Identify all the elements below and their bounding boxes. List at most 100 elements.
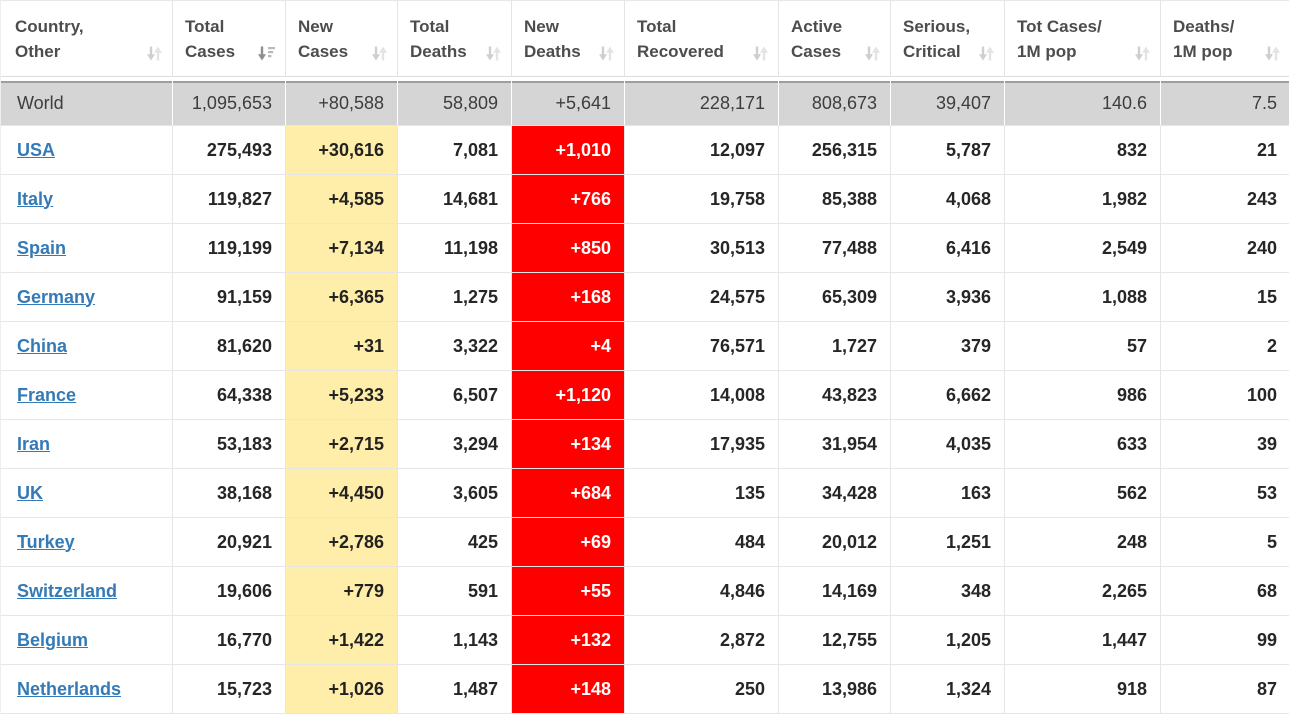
deaths-1m-cell: 99 (1160, 616, 1289, 665)
tot-cases-1m-cell: 2,549 (1004, 224, 1160, 273)
sort-both-icon (752, 45, 769, 62)
deaths-1m-cell: 100 (1160, 371, 1289, 420)
total-recovered-cell: 12,097 (624, 126, 778, 175)
column-label: Total Cases (185, 17, 236, 61)
total-cases-cell: 19,606 (172, 567, 285, 616)
country-link-usa[interactable]: USA (17, 139, 56, 160)
country-cell: Switzerland (1, 567, 172, 616)
tot-cases-1m-cell: 986 (1004, 371, 1160, 420)
total-deaths-cell: 3,605 (397, 469, 511, 518)
total-deaths-cell: 3,294 (397, 420, 511, 469)
world-deaths-1m-cell: 7.5 (1160, 77, 1289, 126)
serious-critical-cell: 1,205 (890, 616, 1004, 665)
deaths-1m-cell: 68 (1160, 567, 1289, 616)
column-header-new-cases[interactable]: New Cases (285, 1, 397, 77)
sort-both-icon (1264, 45, 1281, 62)
new-cases-cell: +30,616 (285, 126, 397, 175)
country-link-belgium[interactable]: Belgium (17, 629, 89, 650)
active-cases-cell: 85,388 (778, 175, 890, 224)
sort-both-icon (371, 45, 388, 62)
total-deaths-cell: 14,681 (397, 175, 511, 224)
deaths-1m-cell: 2 (1160, 322, 1289, 371)
country-row-germany: Germany 91,159 +6,365 1,275 +168 24,575 65,309… (1, 273, 1289, 322)
country-link-italy[interactable]: Italy (17, 188, 54, 209)
tot-cases-1m-cell: 57 (1004, 322, 1160, 371)
total-recovered-cell: 30,513 (624, 224, 778, 273)
country-row-netherlands: Netherlands 15,723 +1,026 1,487 +148 250 13,98… (1, 665, 1289, 714)
column-label: Active Cases (791, 17, 843, 61)
sort-both-icon (146, 45, 163, 62)
serious-critical-cell: 163 (890, 469, 1004, 518)
country-cell: Belgium (1, 616, 172, 665)
total-recovered-cell: 484 (624, 518, 778, 567)
new-deaths-cell: +132 (511, 616, 624, 665)
country-link-france[interactable]: France (17, 384, 77, 405)
total-cases-cell: 53,183 (172, 420, 285, 469)
new-deaths-cell: +1,010 (511, 126, 624, 175)
total-deaths-cell: 11,198 (397, 224, 511, 273)
country-link-china[interactable]: China (17, 335, 68, 356)
serious-critical-cell: 1,324 (890, 665, 1004, 714)
active-cases-cell: 20,012 (778, 518, 890, 567)
country-link-turkey[interactable]: Turkey (17, 531, 75, 552)
country-link-switzerland[interactable]: Switzerland (17, 580, 118, 601)
country-link-netherlands[interactable]: Netherlands (17, 678, 122, 699)
deaths-1m-cell: 53 (1160, 469, 1289, 518)
column-header-total-cases[interactable]: Total Cases (172, 1, 285, 77)
column-header-deaths-1m[interactable]: Deaths/1M pop (1160, 1, 1289, 77)
country-link-iran[interactable]: Iran (17, 433, 51, 454)
column-header-active-cases[interactable]: Active Cases (778, 1, 890, 77)
country-cell: Germany (1, 273, 172, 322)
serious-critical-cell: 1,251 (890, 518, 1004, 567)
column-label: Country, Other (15, 17, 84, 61)
new-deaths-cell: +55 (511, 567, 624, 616)
active-cases-cell: 77,488 (778, 224, 890, 273)
serious-critical-cell: 379 (890, 322, 1004, 371)
new-deaths-cell: +69 (511, 518, 624, 567)
total-recovered-cell: 17,935 (624, 420, 778, 469)
world-tot-cases-1m-cell: 140.6 (1004, 77, 1160, 126)
active-cases-cell: 43,823 (778, 371, 890, 420)
new-cases-cell: +4,450 (285, 469, 397, 518)
column-header-serious-critical[interactable]: Serious, Critical (890, 1, 1004, 77)
total-cases-cell: 81,620 (172, 322, 285, 371)
tot-cases-1m-cell: 2,265 (1004, 567, 1160, 616)
total-cases-cell: 15,723 (172, 665, 285, 714)
new-cases-cell: +6,365 (285, 273, 397, 322)
country-row-belgium: Belgium 16,770 +1,422 1,143 +132 2,872 12,755 1… (1, 616, 1289, 665)
active-cases-cell: 256,315 (778, 126, 890, 175)
world-serious-critical-cell: 39,407 (890, 77, 1004, 126)
serious-critical-cell: 348 (890, 567, 1004, 616)
tot-cases-1m-cell: 918 (1004, 665, 1160, 714)
total-deaths-cell: 425 (397, 518, 511, 567)
country-link-germany[interactable]: Germany (17, 286, 96, 307)
column-header-new-deaths[interactable]: New Deaths (511, 1, 624, 77)
country-link-spain[interactable]: Spain (17, 237, 67, 258)
country-row-spain: Spain 119,199 +7,134 11,198 +850 30,513 77,488… (1, 224, 1289, 273)
total-recovered-cell: 24,575 (624, 273, 778, 322)
active-cases-cell: 65,309 (778, 273, 890, 322)
column-label: Total Recovered (637, 17, 724, 61)
country-rows: USA 275,493 +30,616 7,081 +1,010 12,097 256,31… (1, 126, 1289, 714)
world-country-cell: World (1, 77, 172, 126)
serious-critical-cell: 5,787 (890, 126, 1004, 175)
world-totals-row: World 1,095,653 +80,588 58,809 +5,641 228,171… (1, 77, 1289, 126)
new-deaths-cell: +1,120 (511, 371, 624, 420)
column-header-tot-cases-1m[interactable]: Tot Cases/1M pop (1004, 1, 1160, 77)
total-cases-cell: 119,827 (172, 175, 285, 224)
column-header-country[interactable]: Country, Other (1, 1, 172, 77)
column-header-total-deaths[interactable]: Total Deaths (397, 1, 511, 77)
column-header-total-recovered[interactable]: Total Recovered (624, 1, 778, 77)
total-cases-cell: 38,168 (172, 469, 285, 518)
sort-both-icon (598, 45, 615, 62)
deaths-1m-cell: 21 (1160, 126, 1289, 175)
new-deaths-cell: +4 (511, 322, 624, 371)
total-recovered-cell: 19,758 (624, 175, 778, 224)
world-active-cases-cell: 808,673 (778, 77, 890, 126)
country-row-turkey: Turkey 20,921 +2,786 425 +69 484 20,012 1,251 24… (1, 518, 1289, 567)
total-cases-cell: 91,159 (172, 273, 285, 322)
country-row-china: China 81,620 +31 3,322 +4 76,571 1,727 379 57 2 (1, 322, 1289, 371)
country-link-uk[interactable]: UK (17, 482, 43, 503)
total-deaths-cell: 6,507 (397, 371, 511, 420)
